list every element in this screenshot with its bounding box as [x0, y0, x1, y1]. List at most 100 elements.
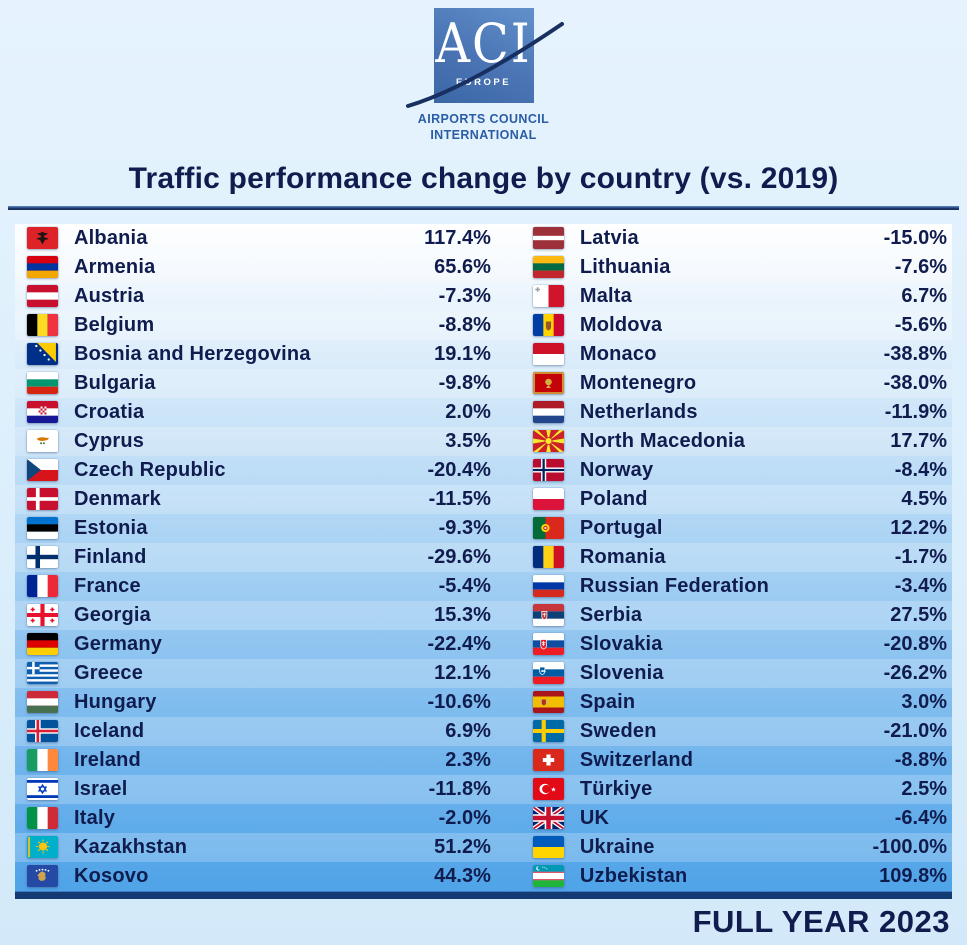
belgium-flag-icon: [27, 314, 58, 336]
georgia-flag-icon: [27, 604, 58, 626]
country-cell: Bulgaria -9.8%: [15, 369, 493, 398]
table-row: Albania 117.4% Latvia -15.0%: [15, 224, 952, 253]
country-cell: Iceland 6.9%: [15, 717, 493, 746]
country-name: Poland: [579, 487, 648, 510]
table-row: Bulgaria -9.8% Montenegro -38.0%: [15, 368, 952, 398]
logo-box: ACI EUROPE: [433, 8, 534, 103]
country-name: Cyprus: [74, 429, 145, 452]
country-name: Slovenia: [579, 661, 664, 684]
netherlands-flag-icon: [532, 401, 564, 423]
country-cell: Finland -29.6%: [15, 543, 493, 572]
country-value: -11.8%: [428, 777, 491, 800]
monaco-flag-icon: [532, 343, 564, 365]
country-value: 3.5%: [445, 429, 491, 452]
spain-flag-icon: [532, 691, 564, 713]
country-value: -29.6%: [427, 545, 491, 568]
uzbekistan-flag-icon: [532, 865, 564, 887]
country-value: 17.7%: [890, 429, 947, 452]
country-value: -20.4%: [427, 458, 491, 481]
estonia-flag-icon: [27, 517, 58, 539]
table-row: Italy -2.0% UK -6.4%: [15, 804, 952, 833]
bulgaria-flag-icon: [27, 372, 58, 394]
country-cell: Belgium -8.8%: [15, 311, 493, 340]
italy-flag-icon: [27, 807, 58, 829]
country-value: -8.4%: [894, 458, 947, 481]
greece-flag-icon: [27, 662, 58, 684]
logo-region-label: EUROPE: [455, 77, 512, 88]
moldova-flag-icon: [532, 314, 564, 336]
table-row: Finland -29.6% Romania -1.7%: [15, 542, 952, 572]
bosnia-flag-icon: [27, 343, 58, 365]
country-cell: Germany -22.4%: [15, 630, 493, 659]
country-value: -9.3%: [438, 516, 491, 539]
ukraine-flag-icon: [532, 836, 564, 858]
country-name: Uzbekistan: [579, 864, 688, 887]
country-value: -20.8%: [883, 632, 947, 655]
country-cell: Spain 3.0%: [493, 688, 952, 717]
country-cell: Austria -7.3%: [15, 282, 493, 311]
country-cell: Ukraine -100.0%: [493, 833, 952, 862]
germany-flag-icon: [27, 633, 58, 655]
country-cell: Romania -1.7%: [493, 543, 952, 572]
country-value: -2.0%: [438, 806, 491, 829]
country-name: Albania: [74, 226, 148, 249]
country-cell: Türkiye 2.5%: [493, 775, 952, 804]
country-cell: Monaco -38.8%: [493, 340, 952, 369]
country-name: Czech Republic: [74, 458, 226, 481]
country-cell: Moldova -5.6%: [493, 311, 952, 340]
country-value: 27.5%: [890, 603, 947, 626]
country-value: 4.5%: [901, 487, 947, 510]
country-cell: Czech Republic -20.4%: [15, 456, 493, 485]
country-name: Hungary: [74, 690, 157, 713]
country-value: -100.0%: [872, 835, 948, 858]
page-title: Traffic performance change by country (v…: [128, 161, 839, 195]
country-cell: UK -6.4%: [493, 804, 952, 833]
country-name: Latvia: [579, 226, 639, 249]
country-cell: Georgia 15.3%: [15, 601, 493, 630]
country-cell: Montenegro -38.0%: [493, 369, 952, 398]
country-name: Russian Federation: [579, 574, 770, 597]
country-value: 44.3%: [434, 864, 491, 887]
logo-caption: AIRPORTS COUNCIL INTERNATIONAL: [418, 111, 549, 144]
country-cell: Greece 12.1%: [15, 659, 493, 688]
country-name: Finland: [74, 545, 147, 568]
country-name: Lithuania: [579, 255, 671, 278]
country-value: -11.9%: [884, 400, 947, 423]
country-name: Moldova: [579, 313, 663, 336]
country-cell: Kazakhstan 51.2%: [15, 833, 493, 862]
country-name: Malta: [579, 284, 632, 307]
country-value: -8.8%: [438, 313, 491, 336]
table-row: Kazakhstan 51.2% Ukraine -100.0%: [15, 832, 952, 862]
slovakia-flag-icon: [532, 633, 564, 655]
country-cell: Switzerland -8.8%: [493, 746, 952, 775]
country-cell: Estonia -9.3%: [15, 514, 493, 543]
sweden-flag-icon: [532, 720, 564, 742]
table-row: Bosnia and Herzegovina 19.1% Monaco -38.8%: [15, 340, 952, 369]
france-flag-icon: [27, 575, 58, 597]
armenia-flag-icon: [27, 256, 58, 278]
country-name: Kosovo: [74, 864, 149, 887]
country-name: Romania: [579, 545, 666, 568]
latvia-flag-icon: [532, 227, 564, 249]
country-name: Ukraine: [579, 835, 655, 858]
table-row: Belgium -8.8% Moldova -5.6%: [15, 310, 952, 340]
country-cell: Uzbekistan 109.8%: [493, 862, 952, 891]
country-value: -3.4%: [894, 574, 947, 597]
country-name: Iceland: [74, 719, 145, 742]
country-cell: France -5.4%: [15, 572, 493, 601]
northmacedonia-flag-icon: [532, 430, 564, 452]
country-cell: Lithuania -7.6%: [493, 253, 952, 282]
country-value: 109.8%: [879, 864, 947, 887]
table-row: Germany -22.4% Slovakia -20.8%: [15, 630, 952, 659]
country-value: 117.4%: [424, 226, 491, 249]
table-row: Estonia -9.3% Portugal 12.2%: [15, 514, 952, 543]
country-value: 6.9%: [445, 719, 491, 742]
country-cell: Israel -11.8%: [15, 775, 493, 804]
country-value: 15.3%: [434, 603, 491, 626]
montenegro-flag-icon: [532, 372, 564, 394]
croatia-flag-icon: [27, 401, 58, 423]
country-cell: Latvia -15.0%: [493, 224, 952, 253]
country-name: Bulgaria: [74, 371, 156, 394]
country-name: Montenegro: [579, 371, 697, 394]
country-cell: Serbia 27.5%: [493, 601, 952, 630]
